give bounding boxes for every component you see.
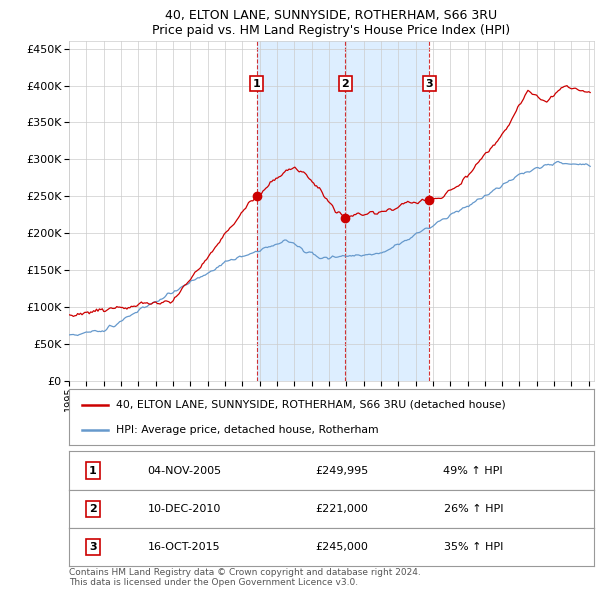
Text: 49% ↑ HPI: 49% ↑ HPI — [443, 466, 503, 476]
Text: 3: 3 — [425, 78, 433, 88]
Text: 10-DEC-2010: 10-DEC-2010 — [148, 504, 221, 514]
Text: Contains HM Land Registry data © Crown copyright and database right 2024.
This d: Contains HM Land Registry data © Crown c… — [69, 568, 421, 587]
Text: £245,000: £245,000 — [316, 542, 368, 552]
Text: £221,000: £221,000 — [316, 504, 368, 514]
Bar — [257, 41, 429, 381]
Text: 04-NOV-2005: 04-NOV-2005 — [148, 466, 221, 476]
Text: 40, ELTON LANE, SUNNYSIDE, ROTHERHAM, S66 3RU (detached house): 40, ELTON LANE, SUNNYSIDE, ROTHERHAM, S6… — [116, 399, 506, 409]
Text: HPI: Average price, detached house, Rotherham: HPI: Average price, detached house, Roth… — [116, 425, 379, 435]
Text: 1: 1 — [253, 78, 260, 88]
Text: 2: 2 — [341, 78, 349, 88]
Text: 26% ↑ HPI: 26% ↑ HPI — [443, 504, 503, 514]
Text: 1: 1 — [89, 466, 97, 476]
Text: 35% ↑ HPI: 35% ↑ HPI — [443, 542, 503, 552]
Text: 2: 2 — [89, 504, 97, 514]
Title: 40, ELTON LANE, SUNNYSIDE, ROTHERHAM, S66 3RU
Price paid vs. HM Land Registry's : 40, ELTON LANE, SUNNYSIDE, ROTHERHAM, S6… — [152, 9, 511, 37]
Text: 16-OCT-2015: 16-OCT-2015 — [148, 542, 221, 552]
Text: 3: 3 — [89, 542, 97, 552]
Text: £249,995: £249,995 — [316, 466, 368, 476]
